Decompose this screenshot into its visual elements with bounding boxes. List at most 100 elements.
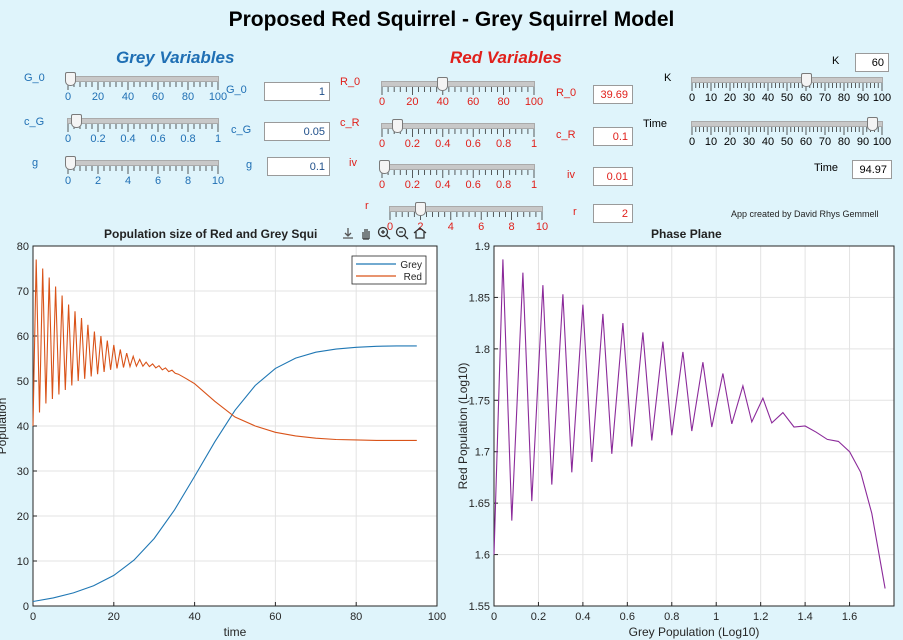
Time-tick-label: 70 bbox=[818, 136, 832, 148]
r-slider-track[interactable] bbox=[389, 206, 543, 212]
Time-tick-label: 90 bbox=[856, 136, 870, 148]
grey-variables-heading: Grey Variables bbox=[116, 48, 235, 67]
c_G-tick-label: 1 bbox=[214, 133, 222, 145]
x-tick-label: 1 bbox=[713, 611, 719, 623]
iv-label: iv bbox=[349, 157, 357, 169]
Time-tick-label: 0 bbox=[688, 136, 696, 148]
x-tick-label: 0.2 bbox=[531, 611, 546, 623]
K-tick-label: 70 bbox=[818, 92, 832, 104]
c_G-value-field[interactable]: 0.05 bbox=[264, 122, 330, 141]
y-tick-label: 20 bbox=[17, 511, 29, 523]
c_R-label: c_R bbox=[340, 117, 360, 129]
iv-tick-label: 0 bbox=[378, 179, 386, 191]
R_0-box-label: R_0 bbox=[556, 87, 577, 99]
R_0-value-field[interactable]: 39.69 bbox=[593, 85, 633, 104]
x-tick-label: 100 bbox=[428, 611, 446, 623]
K-tick-label: 30 bbox=[742, 92, 756, 104]
phase-plane-title: Phase Plane bbox=[651, 227, 722, 241]
c_G-slider-thumb[interactable] bbox=[70, 114, 82, 128]
G_0-slider-ticks bbox=[67, 82, 219, 90]
c_R-tick-label: 0.8 bbox=[495, 138, 512, 150]
Time-value-field[interactable]: 94.97 bbox=[852, 160, 892, 179]
pan-icon[interactable] bbox=[358, 225, 374, 241]
y-tick-label: 1.65 bbox=[469, 498, 490, 510]
K-tick-label: 10 bbox=[704, 92, 718, 104]
red-variables-heading: Red Variables bbox=[450, 48, 562, 67]
r-slider-ticks bbox=[389, 212, 543, 220]
Time-tick-label: 100 bbox=[872, 136, 892, 148]
y-tick-label: 1.8 bbox=[475, 344, 490, 356]
K-slider-track[interactable] bbox=[691, 77, 883, 83]
zoom-in-icon[interactable] bbox=[376, 225, 392, 241]
c_G-tick-label: 0.6 bbox=[150, 133, 166, 145]
K-tick-label: 0 bbox=[688, 92, 696, 104]
x-axis-label: time bbox=[224, 625, 247, 639]
G_0-slider-thumb[interactable] bbox=[64, 72, 76, 86]
R_0-tick-label: 80 bbox=[497, 96, 510, 108]
K-tick-label: 80 bbox=[837, 92, 851, 104]
iv-tick-label: 0.2 bbox=[404, 179, 421, 191]
g-tick-label: 8 bbox=[184, 175, 192, 187]
y-tick-label: 1.6 bbox=[475, 550, 490, 562]
K-tick-label: 60 bbox=[799, 92, 813, 104]
R_0-tick-label: 100 bbox=[524, 96, 544, 108]
home-icon[interactable] bbox=[412, 225, 428, 241]
x-tick-label: 20 bbox=[108, 611, 120, 623]
Time-slider-track[interactable] bbox=[691, 121, 883, 127]
c_G-label: c_G bbox=[24, 116, 45, 128]
g-slider-thumb[interactable] bbox=[64, 156, 76, 170]
iv-value-field[interactable]: 0.01 bbox=[593, 167, 633, 186]
iv-slider-thumb[interactable] bbox=[378, 160, 390, 174]
G_0-label: G_0 bbox=[24, 72, 45, 84]
iv-slider-ticks bbox=[381, 170, 535, 178]
K-slider-thumb[interactable] bbox=[801, 73, 812, 87]
g-value-field[interactable]: 0.1 bbox=[267, 157, 330, 176]
c_R-slider-thumb[interactable] bbox=[392, 119, 404, 133]
zoom-out-icon[interactable] bbox=[394, 225, 410, 241]
K-tick-label: 50 bbox=[780, 92, 794, 104]
r-box-label: r bbox=[573, 206, 577, 218]
x-tick-label: 0 bbox=[491, 611, 497, 623]
K-box-label: K bbox=[832, 55, 840, 67]
y-tick-label: 70 bbox=[17, 286, 29, 298]
G_0-value-field[interactable]: 1 bbox=[264, 82, 330, 101]
K-value-field[interactable]: 60 bbox=[855, 53, 889, 72]
r-tick-label: 8 bbox=[508, 221, 515, 233]
g-tick-label: 6 bbox=[154, 175, 162, 187]
Time-slider-thumb[interactable] bbox=[867, 117, 879, 131]
y-tick-label: 40 bbox=[17, 421, 29, 433]
c_R-tick-label: 0.2 bbox=[404, 138, 421, 150]
series-line-red bbox=[32, 259, 417, 441]
app-title: Proposed Red Squirrel - Grey Squirrel Mo… bbox=[228, 8, 675, 31]
phase-plane-chart: 0 0.2 0.4 0.6 0.8 1 1.2 1.4 1.6 1.55 1.6 1.65 1.7 1.7… bbox=[456, 241, 895, 639]
R_0-slider-track[interactable] bbox=[381, 81, 535, 87]
c_R-box-label: c_R bbox=[556, 129, 576, 141]
g-tick-label: 2 bbox=[94, 175, 102, 187]
Time-label: Time bbox=[643, 118, 668, 130]
y-axis-label: Population bbox=[0, 398, 9, 455]
K-tick-label: 40 bbox=[761, 92, 775, 104]
y-axis-label: Red Population (Log10) bbox=[456, 363, 470, 490]
g-label: g bbox=[32, 157, 39, 169]
c_G-tick-label: 0.8 bbox=[180, 133, 196, 145]
y-tick-label: 0 bbox=[23, 601, 29, 613]
g-tick-label: 10 bbox=[211, 175, 225, 187]
x-tick-label: 80 bbox=[350, 611, 362, 623]
r-label: r bbox=[365, 200, 369, 212]
population-chart-title: Population size of Red and Grey Squi bbox=[104, 227, 318, 241]
R_0-slider-thumb[interactable] bbox=[437, 77, 449, 91]
r-tick-label: 10 bbox=[535, 221, 549, 233]
y-tick-label: 1.85 bbox=[469, 292, 490, 304]
y-tick-label: 1.75 bbox=[469, 395, 490, 407]
x-tick-label: 60 bbox=[269, 611, 281, 623]
G_0-tick-label: 40 bbox=[121, 91, 135, 103]
export-icon[interactable] bbox=[340, 225, 356, 241]
c_R-slider-track[interactable] bbox=[381, 123, 535, 129]
Time-slider-ticks bbox=[691, 127, 883, 135]
c_G-slider-track[interactable] bbox=[67, 118, 219, 124]
c_R-value-field[interactable]: 0.1 bbox=[593, 127, 633, 146]
y-tick-label: 50 bbox=[17, 376, 29, 388]
r-slider-thumb[interactable] bbox=[415, 202, 427, 216]
r-value-field[interactable]: 2 bbox=[593, 204, 633, 223]
x-tick-label: 1.6 bbox=[842, 611, 857, 623]
